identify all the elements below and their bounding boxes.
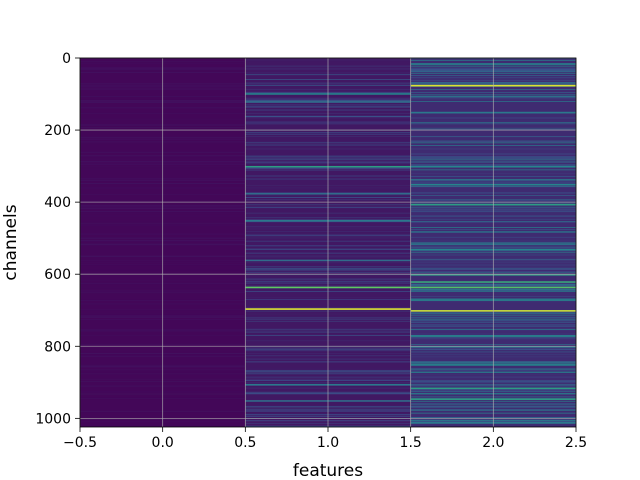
y-tick-label: 600	[44, 267, 71, 283]
x-tick-label: 0.0	[152, 435, 174, 451]
y-axis-label: channels	[1, 204, 21, 280]
axes: −0.5 0.0 0.5 1.0 1.5 2.0 2.5 0 200 400 600 800 1000	[35, 51, 587, 451]
x-tick-label: 2.0	[482, 435, 504, 451]
x-tick-label: 1.0	[317, 435, 339, 451]
y-tick-label: 1000	[35, 411, 71, 427]
x-tick-label: 0.5	[234, 435, 256, 451]
x-tick-label: −0.5	[63, 435, 97, 451]
y-tick-label: 800	[44, 339, 71, 355]
x-tick-label: 1.5	[400, 435, 422, 451]
x-tick-label: 2.5	[565, 435, 587, 451]
y-tick-label: 200	[44, 123, 71, 139]
x-axis-label: features	[293, 461, 363, 480]
y-tick-label: 400	[44, 195, 71, 211]
y-tick-label: 0	[62, 51, 71, 67]
